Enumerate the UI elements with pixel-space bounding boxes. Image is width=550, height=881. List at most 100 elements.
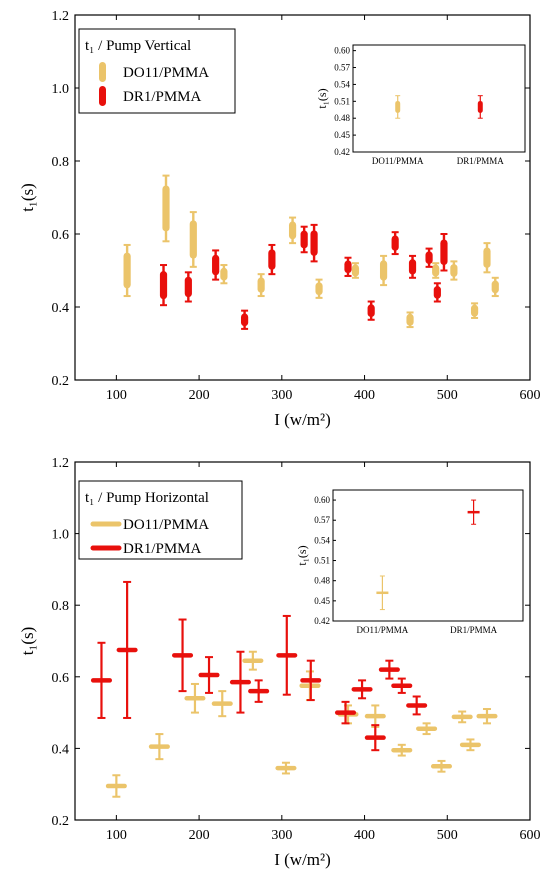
marker bbox=[425, 251, 433, 265]
plot-frame bbox=[74, 461, 531, 821]
marker bbox=[391, 235, 399, 251]
inset-y-tick-label: 0.57 bbox=[314, 515, 330, 525]
data-point bbox=[148, 733, 170, 761]
legend-title: t₁ / Pump Horizontal bbox=[85, 490, 209, 506]
marker bbox=[491, 280, 499, 294]
chart-panel-2: 100 200 300 400 500 600 0.2 0.4 0.6 0.8 1.0 1.2 I (w… bbox=[18, 456, 541, 869]
inset-data-point bbox=[477, 95, 483, 119]
marker bbox=[123, 252, 131, 289]
y-tick-label: 1.2 bbox=[52, 9, 70, 24]
y-tick-label: 1.0 bbox=[52, 82, 70, 97]
x-tick-label: 200 bbox=[189, 388, 210, 403]
data-point bbox=[116, 580, 138, 719]
data-point bbox=[248, 679, 270, 703]
data-point bbox=[430, 759, 453, 773]
data-point bbox=[300, 225, 308, 254]
inset-y-tick-label: 0.57 bbox=[334, 63, 350, 73]
series-dr1 bbox=[90, 580, 428, 752]
data-point bbox=[406, 311, 414, 329]
y-tick-label: 0.2 bbox=[52, 374, 70, 389]
inset-data-point bbox=[467, 499, 480, 525]
x-tick-label: 100 bbox=[106, 388, 127, 403]
inset-x-tick-label: DO11/PMMA bbox=[357, 625, 409, 635]
data-point bbox=[184, 682, 206, 714]
marker bbox=[379, 260, 388, 281]
data-point bbox=[257, 273, 265, 298]
y-tick-label: 1.2 bbox=[52, 456, 70, 471]
data-point bbox=[300, 659, 322, 702]
data-point bbox=[276, 614, 298, 696]
inset-y-axis-title: t₁(s) bbox=[315, 88, 329, 108]
inset-y-tick-label: 0.48 bbox=[314, 576, 330, 586]
inset-y-axis-title: t₁(s) bbox=[295, 545, 309, 565]
data-point bbox=[123, 243, 131, 298]
data-point bbox=[483, 242, 491, 274]
y-tick-label: 0.8 bbox=[52, 599, 70, 614]
x-tick-label: 200 bbox=[189, 828, 210, 843]
y-axis-title: t₁(s) bbox=[18, 627, 37, 656]
data-point bbox=[220, 264, 228, 285]
x-tick-label: 600 bbox=[520, 828, 541, 843]
inset-y-tick-label: 0.60 bbox=[334, 46, 350, 56]
data-point bbox=[416, 722, 438, 736]
series-dr1 bbox=[159, 223, 448, 330]
data-point bbox=[268, 243, 276, 276]
data-point bbox=[379, 254, 388, 287]
y-tick-label: 0.8 bbox=[52, 155, 70, 170]
data-point bbox=[105, 774, 127, 798]
legend-label: DR1/PMMA bbox=[123, 89, 202, 105]
marker bbox=[483, 247, 491, 268]
inset-y-tick-label: 0.54 bbox=[314, 535, 330, 545]
legend: t₁ / Pump Horizontal DO11/PMMA DR1/PMMA bbox=[78, 480, 243, 560]
data-point bbox=[184, 271, 192, 303]
legend-label: DR1/PMMA bbox=[123, 541, 202, 557]
x-tick-label: 500 bbox=[437, 388, 458, 403]
inset-y-tick-label: 0.60 bbox=[314, 495, 330, 505]
y-tick-label: 0.4 bbox=[52, 301, 70, 316]
inset-y-tick-label: 0.51 bbox=[314, 556, 330, 566]
inset-chart: 0.42 0.45 0.48 0.51 0.54 0.57 0.60 DO11/PMMA DR1… bbox=[315, 44, 526, 166]
data-point bbox=[440, 233, 448, 272]
marker bbox=[310, 230, 318, 256]
data-point bbox=[229, 650, 251, 714]
x-axis-title: I (w/m²) bbox=[274, 410, 331, 429]
data-point bbox=[242, 650, 264, 671]
legend-title: t₁ / Pump Vertical bbox=[85, 38, 191, 54]
marker bbox=[432, 264, 440, 277]
data-point bbox=[391, 743, 413, 757]
series-do11 bbox=[105, 650, 498, 798]
legend-label: DO11/PMMA bbox=[123, 517, 209, 533]
x-tick-label: 400 bbox=[354, 828, 375, 843]
inset-chart: 0.42 0.45 0.48 0.51 0.54 0.57 0.60 DO11/PMMA DR1… bbox=[295, 489, 524, 635]
inset-frame bbox=[352, 44, 526, 153]
inset-y-tick-label: 0.42 bbox=[334, 147, 350, 157]
data-point bbox=[408, 254, 417, 279]
x-tick-label: 600 bbox=[520, 388, 541, 403]
data-point bbox=[351, 262, 360, 279]
inset-y-tick-label: 0.51 bbox=[334, 96, 350, 106]
plot-frame bbox=[74, 14, 531, 381]
marker bbox=[440, 239, 448, 266]
inset-y-tick-label: 0.42 bbox=[314, 616, 330, 626]
data-point bbox=[159, 264, 168, 307]
data-point bbox=[212, 249, 220, 281]
marker bbox=[268, 249, 276, 270]
legend-marker bbox=[99, 86, 106, 106]
marker bbox=[367, 304, 375, 318]
marker bbox=[470, 304, 479, 317]
data-point bbox=[433, 282, 441, 303]
inset-x-tick-label: DO11/PMMA bbox=[372, 156, 424, 166]
inset-y-tick-label: 0.45 bbox=[334, 130, 350, 140]
x-tick-label: 500 bbox=[437, 828, 458, 843]
data-point bbox=[450, 260, 458, 281]
marker bbox=[189, 220, 197, 259]
marker bbox=[450, 264, 458, 277]
data-point bbox=[189, 211, 197, 268]
data-point bbox=[364, 724, 386, 752]
data-point bbox=[459, 738, 481, 752]
data-point bbox=[432, 262, 440, 279]
inset-y-tick-label: 0.54 bbox=[334, 79, 350, 89]
marker bbox=[159, 271, 168, 300]
marker bbox=[344, 260, 352, 274]
